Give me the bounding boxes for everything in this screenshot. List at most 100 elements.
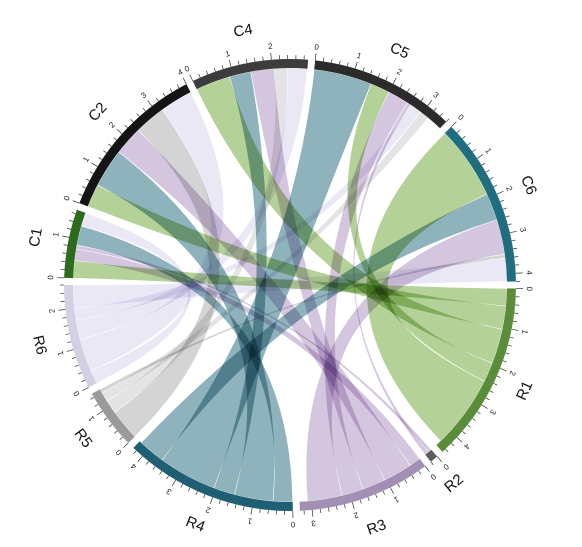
tick-mark (71, 357, 77, 359)
tick-mark (72, 200, 80, 204)
tick-mark (226, 502, 229, 507)
tick-mark (237, 60, 240, 65)
tick-mark (218, 499, 221, 504)
segment-arc-layer (64, 59, 516, 511)
tick-mark (171, 479, 176, 487)
segment-arc-r4 (133, 441, 293, 511)
tick-mark (513, 247, 518, 250)
tick-mark (462, 430, 466, 435)
tick-mark (390, 487, 394, 494)
tick-mark (114, 430, 118, 434)
tick-mark (331, 58, 333, 63)
segment-arc-r1 (436, 288, 516, 452)
tick-mark (254, 57, 256, 62)
tick-mark (314, 53, 317, 61)
tick-mark (166, 475, 169, 480)
tick-mark (392, 77, 397, 85)
tick-mark (499, 368, 507, 372)
tick-mark (404, 479, 408, 484)
tick-label: 1 (51, 231, 61, 238)
tick-mark (162, 93, 166, 97)
tick-mark (94, 404, 99, 407)
tick-mark (270, 52, 272, 60)
tick-mark (69, 220, 74, 222)
tick-mark (472, 148, 476, 152)
tick-mark (354, 61, 358, 69)
tick-mark (242, 506, 245, 511)
tick-mark (433, 107, 437, 112)
tick-label: 3 (164, 486, 173, 496)
tick-label: 1 (55, 349, 65, 356)
tick-mark (187, 487, 191, 492)
tick-mark (245, 59, 248, 64)
tick-mark (456, 437, 463, 443)
tick-mark (362, 67, 365, 72)
tick-mark (456, 129, 461, 133)
tick-mark (65, 333, 70, 335)
tick-mark (509, 230, 517, 234)
tick-mark (328, 507, 330, 512)
tick-label: 2 (395, 67, 404, 77)
tick-mark (259, 508, 261, 514)
ribbon-c5-r5 (101, 111, 429, 402)
tick-mark (513, 320, 518, 323)
tick-label: 2 (507, 370, 517, 378)
tick-label: 2 (107, 120, 117, 130)
tick-label: 4 (524, 270, 533, 275)
tick-mark (182, 77, 187, 85)
tick-mark (63, 244, 68, 246)
tick-mark (472, 418, 476, 422)
tick-mark (142, 107, 146, 112)
tick-mark (90, 397, 95, 400)
tick-mark (496, 190, 504, 195)
segment-arc-r2 (425, 449, 438, 462)
tick-mark (445, 448, 449, 453)
tick-mark (377, 73, 381, 78)
tick-mark (493, 184, 498, 187)
segment-label-r1: R1 (513, 378, 536, 402)
tick-label: 3 (310, 519, 316, 528)
tick-mark (62, 252, 67, 254)
tick-mark (485, 169, 490, 173)
tick-mark (502, 360, 507, 363)
tick-mark (180, 483, 184, 488)
tick-mark (467, 142, 471, 146)
tick-mark (436, 456, 442, 463)
tick-mark (489, 390, 494, 393)
tick-mark (74, 364, 79, 367)
tick-mark (189, 74, 194, 82)
tick-mark (430, 461, 434, 466)
tick-mark (382, 490, 385, 495)
tick-mark (66, 349, 74, 352)
tick-mark (176, 84, 180, 89)
tick-mark (351, 502, 355, 510)
tick-label: 1 (224, 49, 231, 59)
tick-mark (407, 88, 410, 93)
tick-label: 1 (520, 329, 530, 336)
tick-label: 2 (47, 308, 56, 314)
tick-mark (499, 199, 504, 202)
tick-mark (124, 124, 128, 129)
tick-mark (370, 70, 373, 75)
tick-mark (63, 325, 68, 327)
segment-label-r2: R2 (441, 471, 467, 496)
tick-mark (451, 121, 457, 127)
segment-label-c2: C2 (85, 99, 110, 125)
tick-mark (339, 60, 341, 65)
tick-label: 4 (129, 461, 139, 471)
tick-mark (427, 99, 433, 106)
tick-mark (511, 328, 519, 331)
tick-mark (78, 193, 83, 196)
tick-mark (418, 470, 422, 475)
tick-mark (514, 312, 519, 314)
segment-arc-c5 (314, 60, 447, 129)
tick-mark (311, 509, 314, 517)
tick-mark (82, 186, 86, 189)
tick-mark (209, 497, 213, 505)
tick-mark (322, 57, 325, 62)
segment-label-c6: C6 (517, 173, 540, 197)
tick-label: 0 (71, 389, 81, 398)
tick-mark (82, 387, 89, 391)
